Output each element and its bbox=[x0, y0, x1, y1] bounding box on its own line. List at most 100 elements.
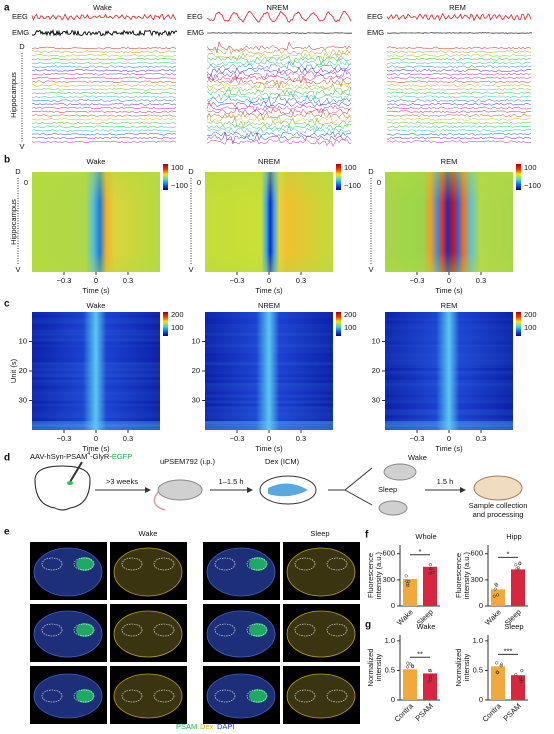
axis-label: Time (s) bbox=[255, 286, 283, 295]
roi-outline bbox=[41, 557, 63, 571]
dot bbox=[495, 670, 499, 674]
y-tick-label: 0.5 bbox=[473, 665, 483, 674]
heatmap-row bbox=[205, 341, 333, 345]
panel-label: d bbox=[4, 453, 10, 464]
heatmap-row bbox=[385, 344, 513, 348]
axis-label: Time (s) bbox=[82, 286, 110, 295]
mouse bbox=[378, 500, 408, 516]
legend-item: Dex bbox=[200, 722, 214, 731]
heatmap-row bbox=[385, 379, 513, 383]
lfp-trace bbox=[31, 91, 177, 95]
lfp-trace bbox=[206, 60, 352, 72]
heatmap-row bbox=[205, 318, 333, 321]
colorbar-label: 100 bbox=[524, 163, 537, 172]
y-tick-label: 0 bbox=[391, 601, 395, 610]
heatmap-row bbox=[32, 327, 160, 330]
heatmap-row bbox=[205, 332, 333, 336]
heatmap-row bbox=[385, 315, 513, 318]
colorbar-label: 100 bbox=[524, 323, 537, 332]
y-tick-label: 600 bbox=[382, 549, 395, 558]
brain-section bbox=[206, 673, 276, 719]
lfp-trace bbox=[206, 86, 352, 100]
heatmap-row bbox=[205, 385, 333, 389]
lfp-trace bbox=[31, 125, 177, 128]
lfp-trace bbox=[206, 112, 352, 125]
lfp-trace bbox=[386, 129, 532, 132]
y-tick-label: 30 bbox=[192, 395, 200, 404]
x-tick-label: 0.3 bbox=[123, 276, 133, 285]
heatmap-row bbox=[385, 321, 513, 324]
significance: *** bbox=[504, 646, 513, 655]
syringe bbox=[69, 461, 83, 483]
dot bbox=[429, 669, 433, 673]
legend-item: DAPI bbox=[217, 722, 235, 731]
axis-label: Time (s) bbox=[255, 444, 283, 453]
heatmap-row bbox=[385, 397, 513, 401]
colorbar bbox=[336, 164, 341, 190]
heatmap-row bbox=[205, 388, 333, 392]
roi-outline bbox=[294, 689, 316, 703]
axis-label: Normalized bbox=[366, 649, 375, 687]
roi-outline bbox=[121, 557, 143, 571]
dot bbox=[428, 571, 432, 575]
significance: * bbox=[419, 547, 422, 556]
roi-outline bbox=[41, 623, 63, 637]
lfp-trace bbox=[386, 61, 532, 65]
x-tick-label: 0.3 bbox=[476, 276, 486, 285]
x-tick-label: −0.3 bbox=[57, 276, 72, 285]
y-tick-label: 0 bbox=[24, 178, 28, 187]
brain-section bbox=[113, 673, 183, 719]
column-title: REM bbox=[449, 3, 466, 12]
heatmap-row bbox=[32, 356, 160, 359]
lfp-trace bbox=[31, 95, 177, 98]
lfp-trace bbox=[386, 95, 532, 99]
dot bbox=[429, 677, 433, 681]
lfp-trace bbox=[386, 54, 532, 57]
column-title: REM bbox=[441, 157, 458, 166]
heatmap-row bbox=[385, 385, 513, 389]
axis-label: Fluorescence bbox=[454, 553, 463, 598]
psam-expression bbox=[249, 557, 267, 571]
dot bbox=[495, 661, 499, 665]
lfp-trace bbox=[206, 73, 352, 85]
emg-label: EMG bbox=[367, 28, 384, 37]
lfp-trace bbox=[386, 106, 532, 110]
heatmap-row bbox=[205, 418, 333, 422]
dot bbox=[405, 665, 410, 669]
dot bbox=[518, 561, 522, 565]
x-tick-label: Contra bbox=[481, 701, 504, 724]
panel-label: a bbox=[4, 3, 10, 14]
heatmap-row bbox=[205, 356, 333, 359]
heatmap-row bbox=[385, 332, 513, 336]
csf bbox=[268, 483, 308, 497]
lfp-trace bbox=[206, 123, 352, 132]
heatmap-row bbox=[32, 382, 160, 386]
colorbar bbox=[163, 312, 168, 336]
axis-label: Time (s) bbox=[435, 444, 463, 453]
roi-outline bbox=[41, 689, 63, 703]
emg-trace bbox=[386, 32, 533, 34]
lfp-trace bbox=[206, 50, 352, 62]
heatmap-row bbox=[205, 427, 333, 430]
lfp-trace bbox=[31, 114, 177, 117]
lfp-trace bbox=[31, 84, 177, 87]
roi-outline bbox=[246, 689, 268, 703]
axis-label: Fluorescence bbox=[366, 553, 375, 598]
branch bbox=[328, 467, 373, 506]
lfp-trace bbox=[386, 65, 532, 69]
heatmap-row bbox=[385, 326, 513, 330]
lfp-trace bbox=[31, 106, 177, 110]
x-tick-label: −0.3 bbox=[230, 276, 245, 285]
heatmap-row bbox=[205, 312, 333, 315]
axis-end-label: V bbox=[368, 265, 373, 274]
brain-section bbox=[206, 610, 276, 658]
brain bbox=[473, 475, 523, 501]
psam-expression bbox=[249, 689, 267, 703]
x-tick-label: 0.3 bbox=[296, 276, 306, 285]
lfp-trace bbox=[206, 124, 352, 136]
lfp-trace bbox=[386, 110, 532, 114]
lfp-trace bbox=[386, 50, 532, 53]
lfp-trace bbox=[386, 72, 532, 76]
heatmap-row bbox=[205, 365, 333, 368]
lfp-trace bbox=[386, 125, 532, 129]
